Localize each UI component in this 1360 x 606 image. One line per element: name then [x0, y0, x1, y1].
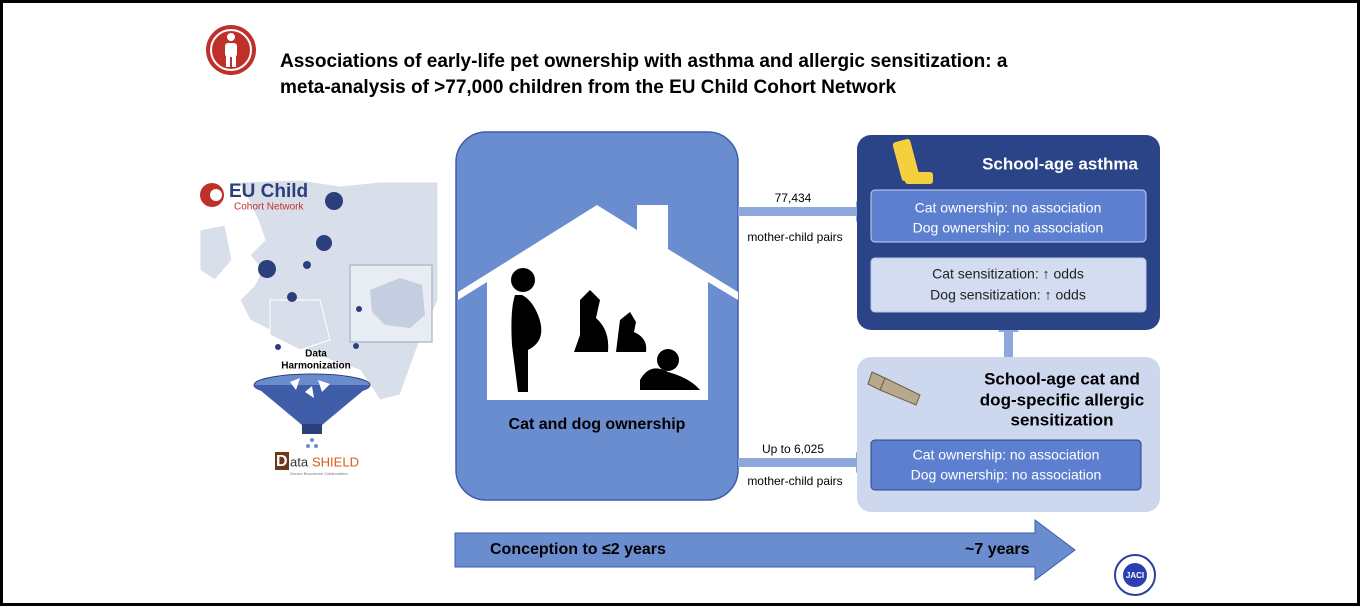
datashield-logo: D ata SHIELD Secure Bioscience Collabora… [275, 452, 359, 476]
exposure-label: Cat and dog ownership [509, 416, 686, 433]
box-title: dog-specific allergic [980, 390, 1144, 409]
result-box [870, 189, 1147, 243]
inhaler-icon [892, 139, 933, 184]
harmonization-label: Harmonization [281, 361, 350, 372]
box-title: sensitization [1011, 410, 1114, 429]
box-title: School-age asthma [982, 154, 1138, 173]
box-title: School-age cat and [984, 369, 1140, 388]
pair-label: mother-child pairs [747, 474, 842, 488]
logo-text: JACI [1126, 571, 1144, 580]
person-icon [206, 25, 256, 75]
logo-tagline: Secure Bioscience Collaboration [290, 471, 348, 476]
result-text: Cat ownership: no association [913, 447, 1100, 463]
logo-subtext: Cohort Network [234, 202, 304, 213]
eu-child-logo: EU Child Cohort Network [200, 181, 308, 213]
result-text: Dog ownership: no association [913, 220, 1104, 236]
logo-text: SHIELD [312, 454, 359, 469]
result-text: Cat ownership: no association [915, 200, 1102, 216]
pair-label: mother-child pairs [747, 230, 842, 244]
result-box [870, 257, 1147, 313]
result-box [870, 439, 1142, 491]
title-line: Associations of early-life pet ownership… [280, 51, 1008, 72]
pair-count: 77,434 [775, 191, 812, 205]
map [199, 179, 439, 401]
arm-icon [867, 371, 921, 406]
logo-text: ata [290, 454, 309, 469]
timeline-arrow [454, 519, 1076, 581]
result-text: Cat sensitization: ↑ odds [932, 266, 1084, 282]
funnel [253, 373, 371, 448]
jaci-logo: JACI [1114, 554, 1156, 596]
cohort-dots [258, 192, 362, 350]
harmonization-label: Data [305, 349, 327, 360]
family-icons [511, 268, 700, 392]
result-text: Dog ownership: no association [911, 467, 1102, 483]
title-line: meta-analysis of >77,000 children from t… [280, 77, 896, 98]
logo-text: D [276, 453, 288, 470]
result-text: Dog sensitization: ↑ odds [930, 287, 1086, 303]
logo-text: EU Child [229, 181, 308, 202]
timeline-label: ~7 years [965, 541, 1030, 558]
timeline-label: Conception to ≤2 years [490, 541, 666, 558]
pair-count: Up to 6,025 [762, 442, 824, 456]
